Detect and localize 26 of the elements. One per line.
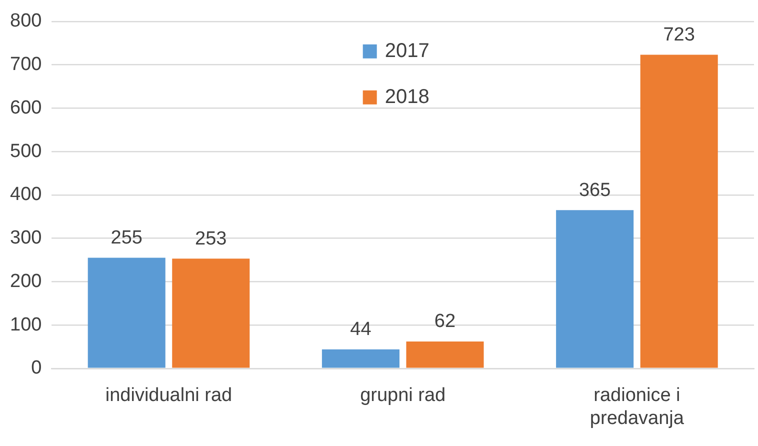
y-tick-label: 0 (31, 358, 42, 379)
legend-label: 2017 (384, 40, 430, 62)
bar (322, 349, 400, 368)
data-label: 62 (434, 311, 456, 332)
y-tick-label: 300 (10, 228, 42, 249)
bar (172, 258, 250, 368)
y-tick-label: 700 (10, 54, 42, 76)
x-tick-label: individualni rad (105, 385, 232, 406)
x-tick-label: grupni rad (360, 385, 446, 406)
x-tick-label: radionice i predavanja (590, 385, 684, 429)
data-label: 255 (110, 228, 142, 249)
y-tick-label: 600 (10, 97, 42, 118)
data-label: 365 (578, 180, 611, 201)
data-label: 253 (195, 228, 227, 250)
legend-label: 2018 (384, 86, 430, 108)
y-tick-label: 100 (10, 314, 42, 336)
bar (88, 258, 166, 368)
data-label: 723 (663, 24, 695, 46)
bar (556, 210, 634, 368)
y-tick-label: 500 (10, 140, 42, 162)
y-tick-label: 400 (10, 184, 42, 206)
bar (406, 342, 484, 368)
data-label: 44 (350, 319, 372, 340)
bar (640, 54, 718, 368)
y-tick-label: 800 (10, 10, 42, 32)
y-tick-label: 200 (10, 270, 42, 292)
